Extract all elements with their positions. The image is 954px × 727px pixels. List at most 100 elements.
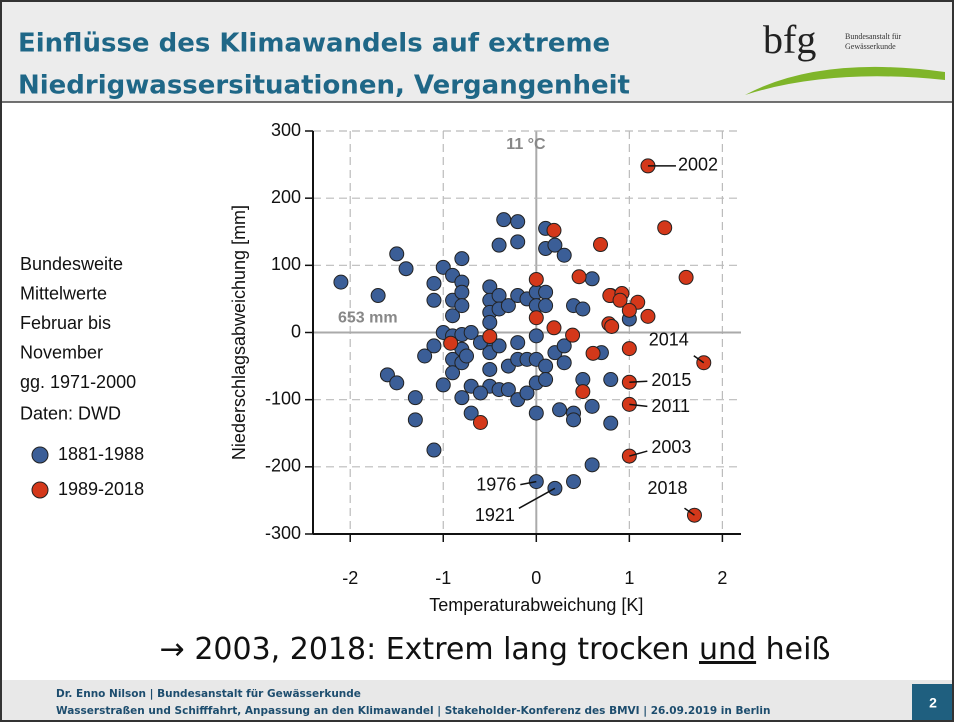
point bbox=[443, 335, 459, 351]
title-bar bbox=[0, 0, 954, 102]
point bbox=[538, 372, 554, 388]
note-line: November bbox=[20, 342, 103, 362]
point bbox=[584, 271, 600, 287]
annotation-leader bbox=[629, 380, 648, 383]
note-line: gg. 1971-2000 bbox=[20, 372, 136, 392]
title: Einflüsse des Klimawandels auf extreme bbox=[18, 29, 610, 59]
point bbox=[454, 251, 470, 267]
point bbox=[445, 365, 461, 381]
point bbox=[463, 405, 479, 421]
point bbox=[500, 298, 516, 314]
point bbox=[565, 327, 581, 343]
point bbox=[547, 237, 563, 253]
point bbox=[426, 442, 442, 458]
annotation: 2015 bbox=[651, 370, 691, 390]
logo-text: Gewässerkunde bbox=[845, 42, 896, 51]
conclusion-text: → 2003, 2018: Extrem lang trocken bbox=[160, 632, 690, 667]
point bbox=[528, 310, 544, 326]
y-reference-label: 653 mm bbox=[338, 310, 398, 327]
point bbox=[472, 385, 488, 401]
conclusion-text: heiß bbox=[766, 632, 831, 667]
point bbox=[333, 274, 349, 290]
point bbox=[454, 284, 470, 300]
point bbox=[556, 355, 572, 371]
point bbox=[538, 298, 554, 314]
point bbox=[370, 288, 386, 304]
point bbox=[603, 415, 619, 431]
point bbox=[604, 318, 620, 334]
x-tick-label: -1 bbox=[435, 568, 451, 588]
point bbox=[426, 275, 442, 291]
x-tick-label: 0 bbox=[531, 568, 541, 588]
page-number: 2 bbox=[929, 695, 937, 711]
note-line: Februar bis bbox=[20, 313, 111, 333]
point bbox=[472, 415, 488, 431]
point bbox=[491, 338, 507, 354]
point bbox=[445, 308, 461, 324]
point bbox=[407, 390, 423, 406]
point bbox=[575, 384, 591, 400]
annotation-leader bbox=[629, 403, 648, 408]
y-tick-label: -100 bbox=[265, 388, 301, 408]
title: Niedrigwassersituationen, Vergangenheit bbox=[18, 71, 630, 101]
x-reference-label: 11 °C bbox=[506, 136, 546, 153]
point bbox=[552, 402, 568, 418]
point bbox=[546, 222, 562, 238]
y-tick-label: 100 bbox=[271, 254, 301, 274]
point bbox=[417, 348, 433, 364]
point bbox=[459, 348, 475, 364]
point bbox=[435, 377, 451, 393]
point bbox=[593, 237, 609, 253]
point bbox=[603, 372, 619, 388]
x-axis-label: Temperaturabweichung [K] bbox=[429, 595, 643, 615]
point bbox=[566, 412, 582, 428]
point bbox=[510, 214, 526, 230]
point bbox=[584, 398, 600, 414]
point bbox=[454, 390, 470, 406]
point bbox=[407, 412, 423, 428]
point bbox=[678, 269, 694, 285]
logo-mark: bfg bbox=[763, 17, 816, 62]
annotation: 1976 bbox=[476, 474, 516, 494]
footer: Dr. Enno Nilson | Bundesanstalt für Gewä… bbox=[56, 688, 361, 700]
legend-label: 1989-2018 bbox=[58, 479, 144, 499]
x-tick-label: -2 bbox=[342, 568, 358, 588]
point bbox=[510, 335, 526, 351]
conclusion: → 2003, 2018: Extrem lang trocken und he… bbox=[160, 632, 831, 667]
point bbox=[510, 234, 526, 250]
point bbox=[389, 375, 405, 391]
legend-label: 1881-1988 bbox=[58, 444, 144, 464]
page-box bbox=[912, 684, 954, 722]
point bbox=[426, 292, 442, 308]
annotation: 2003 bbox=[651, 437, 691, 457]
point bbox=[566, 474, 582, 490]
point bbox=[491, 237, 507, 253]
logo: bfg Bundesanstalt für Gewässerkunde bbox=[745, 17, 945, 95]
point bbox=[482, 329, 498, 345]
point bbox=[463, 325, 479, 340]
point bbox=[621, 302, 637, 318]
point bbox=[575, 301, 591, 317]
y-tick-label: 0 bbox=[291, 321, 301, 341]
point bbox=[538, 284, 554, 300]
annotation-leader bbox=[693, 355, 705, 364]
annotation-leader bbox=[518, 487, 556, 509]
annotation: 2018 bbox=[647, 478, 687, 498]
point bbox=[398, 261, 414, 277]
annotation: 2011 bbox=[651, 396, 690, 416]
conclusion-emphasis: und bbox=[699, 632, 756, 667]
legend-key bbox=[31, 446, 49, 464]
point bbox=[556, 247, 572, 263]
note-line: Daten: DWD bbox=[20, 403, 121, 423]
annotation: 2002 bbox=[678, 155, 718, 175]
point bbox=[389, 246, 405, 262]
x-tick-label: 1 bbox=[624, 568, 634, 588]
plot: -2 -1 0 1 2 -300 -200 -100 0 100 200 300 11 °C 653 mm… bbox=[229, 120, 741, 615]
footer-bar bbox=[0, 680, 954, 722]
point bbox=[519, 385, 535, 401]
annotation: 2014 bbox=[649, 329, 689, 349]
point bbox=[482, 314, 498, 330]
note: Bundesweite Mittelwerte Februar bis Novembe… bbox=[20, 254, 144, 499]
